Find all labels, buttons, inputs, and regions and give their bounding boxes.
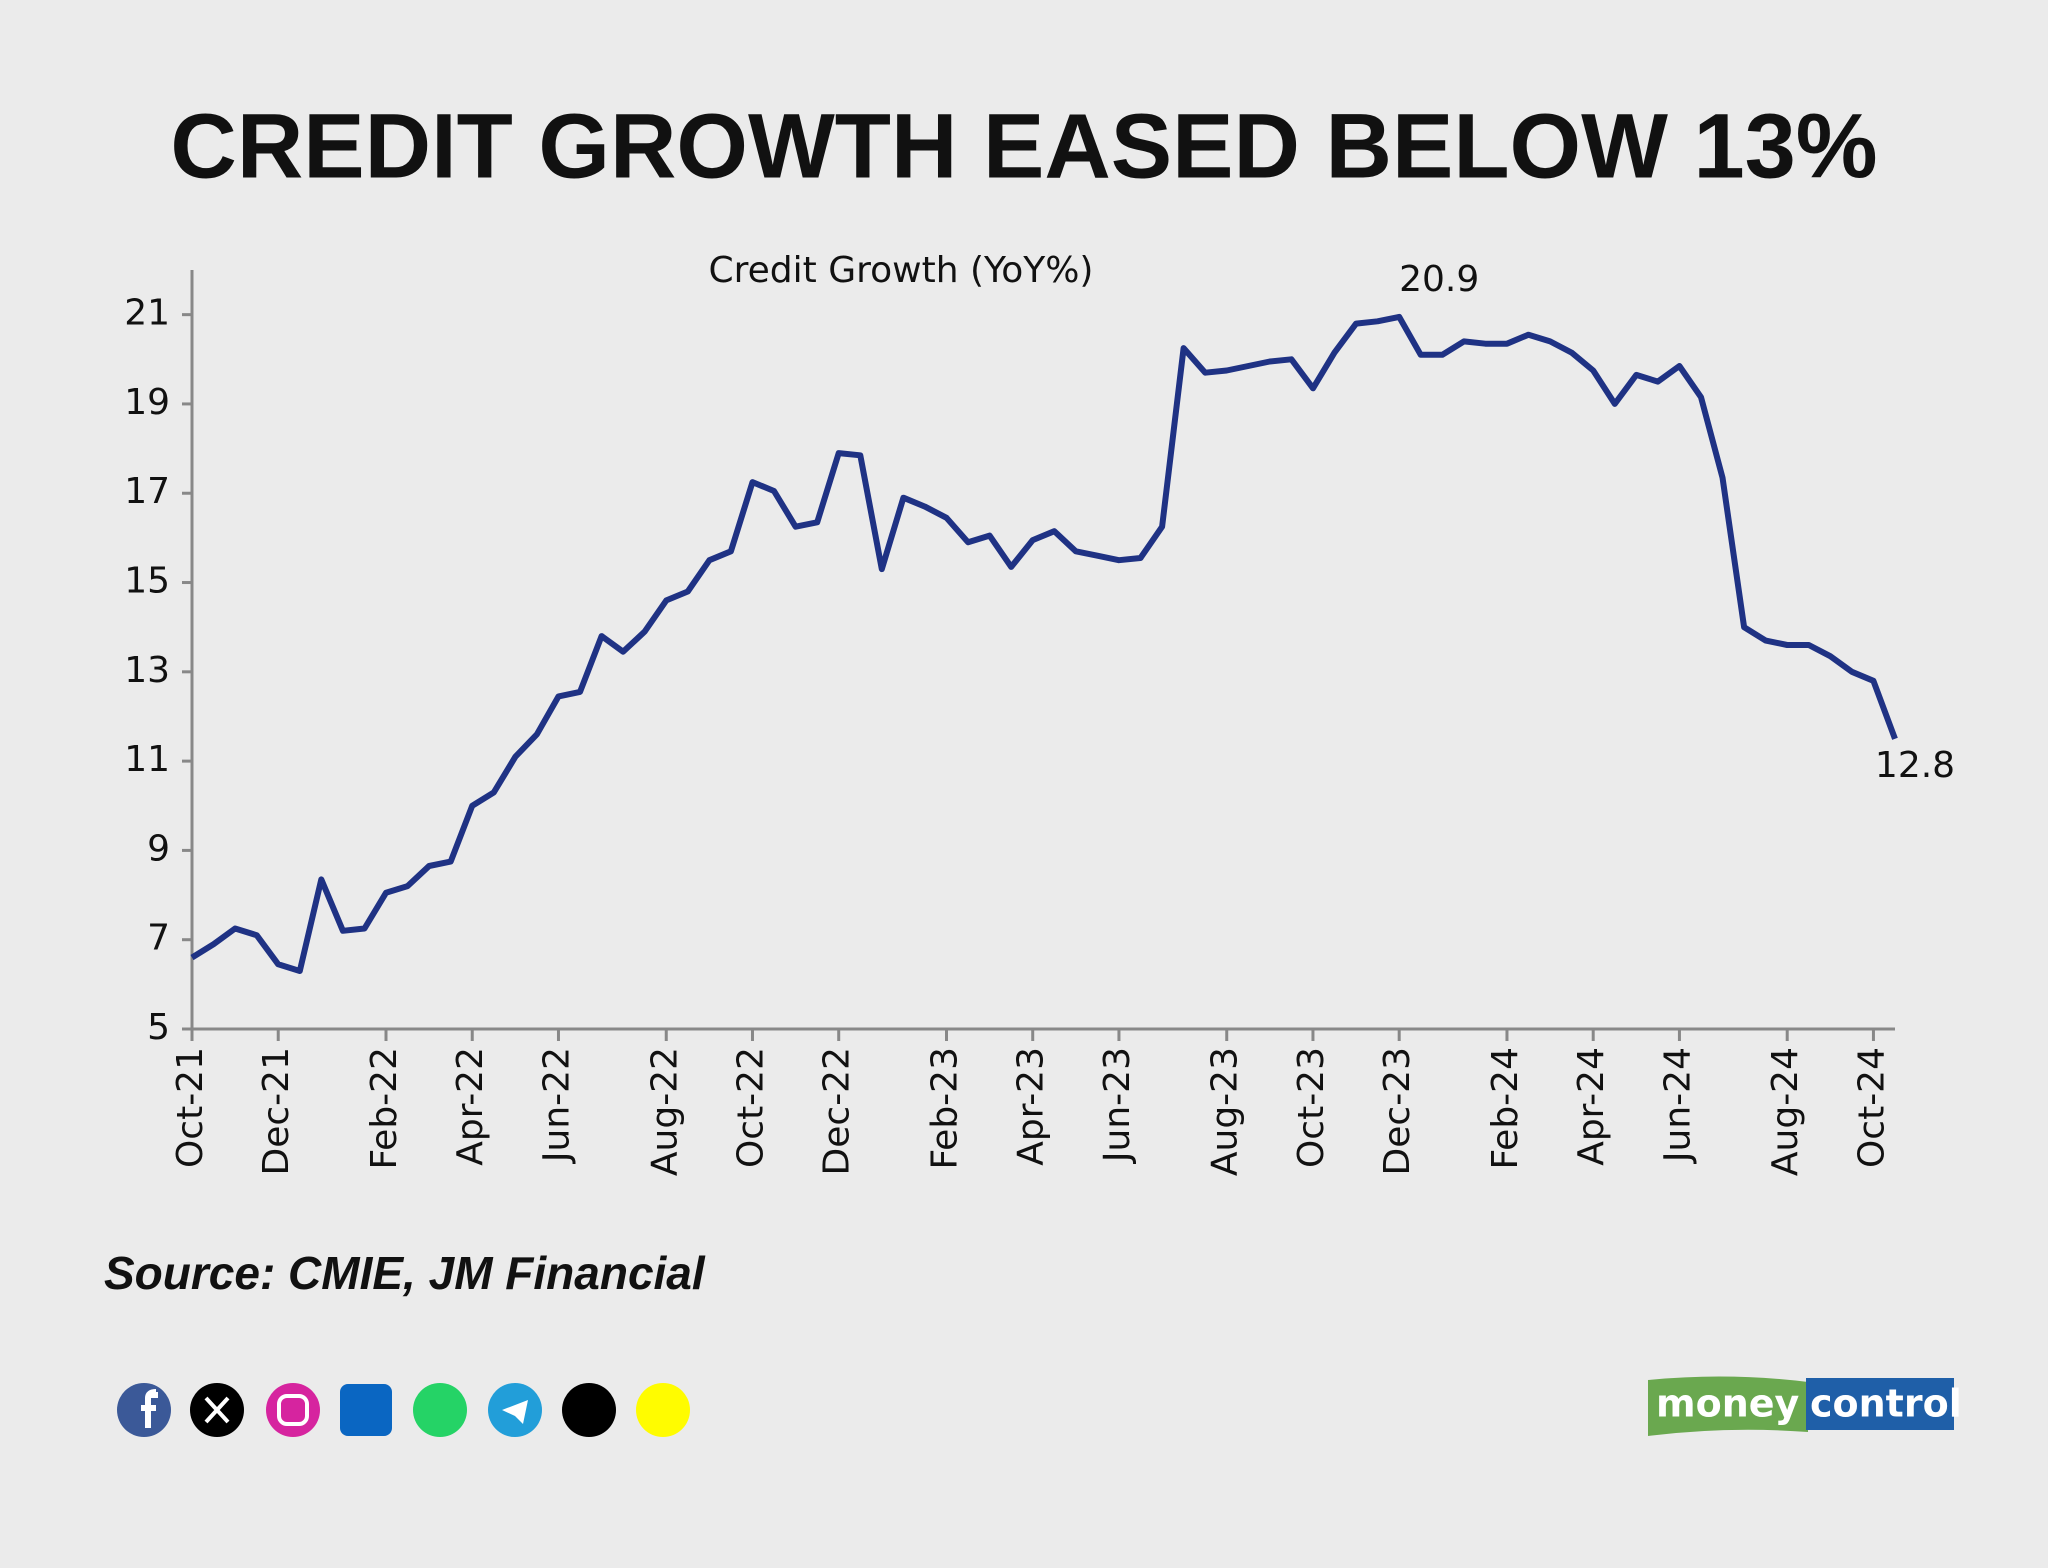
line-series (190, 313, 1898, 974)
threads-icon[interactable] (562, 1383, 616, 1437)
x-tick-label: Apr-23 (1011, 1047, 1052, 1166)
logo: money control (1648, 1376, 1962, 1436)
icon-glyph (141, 1389, 158, 1428)
chart-title: CREDIT GROWTH EASED BELOW 13% (170, 95, 1877, 197)
chart-subtitle: Credit Growth (YoY%) (709, 250, 1094, 291)
x-tick-label: Aug-24 (1765, 1047, 1806, 1176)
x-tick-label: Dec-21 (256, 1047, 297, 1175)
logo-text: control (1810, 1382, 1962, 1426)
y-tick-label: 9 (147, 828, 170, 869)
x-tick-label: Jun-23 (1097, 1047, 1138, 1164)
x-tick-label: Feb-24 (1485, 1047, 1526, 1170)
snapchat-icon[interactable] (636, 1383, 690, 1437)
annotation: 12.8 (1875, 745, 1955, 786)
instagram-icon[interactable] (266, 1383, 320, 1437)
whatsapp-icon[interactable] (413, 1383, 467, 1437)
x-tick-label: Aug-22 (644, 1047, 685, 1176)
x-tick-label: Oct-23 (1291, 1047, 1332, 1168)
annotation: 20.9 (1399, 259, 1479, 300)
x-tick-label: Oct-22 (730, 1047, 771, 1168)
linkedin-icon[interactable] (340, 1384, 392, 1436)
logo-text: money (1656, 1382, 1800, 1426)
y-tick-label: 13 (124, 650, 170, 691)
y-tick-label: 11 (124, 739, 170, 780)
y-tick-label: 5 (147, 1007, 170, 1048)
x-tick-label: Dec-23 (1377, 1047, 1418, 1175)
logo-green (1648, 1376, 1808, 1436)
icon-glyph (502, 1400, 528, 1424)
x-tick-label: Feb-22 (364, 1047, 405, 1170)
source-note: Source: CMIE, JM Financial (104, 1247, 706, 1299)
x-tick-label: Apr-24 (1571, 1047, 1612, 1166)
icon-glyph (277, 1394, 309, 1426)
x-tick-label: Jun-24 (1657, 1047, 1698, 1164)
logo-blue (1806, 1378, 1954, 1430)
x-tick-label: Feb-23 (924, 1047, 965, 1170)
y-tick-label: 17 (124, 471, 170, 512)
x-tick-label: Oct-21 (170, 1047, 211, 1168)
x-tick-label: Jun-22 (536, 1047, 577, 1164)
y-tick-label: 7 (147, 918, 170, 959)
x-tick-label: Aug-23 (1205, 1047, 1246, 1176)
x-tick-label: Apr-22 (450, 1047, 491, 1166)
y-tick-label: 21 (124, 293, 170, 334)
social-icons (117, 1383, 690, 1437)
x-tick-label: Oct-24 (1851, 1047, 1892, 1168)
x-tick-label: Dec-22 (817, 1047, 858, 1175)
y-tick-label: 15 (124, 561, 170, 602)
icon-glyph (204, 1396, 230, 1424)
y-tick-label: 19 (124, 382, 170, 423)
